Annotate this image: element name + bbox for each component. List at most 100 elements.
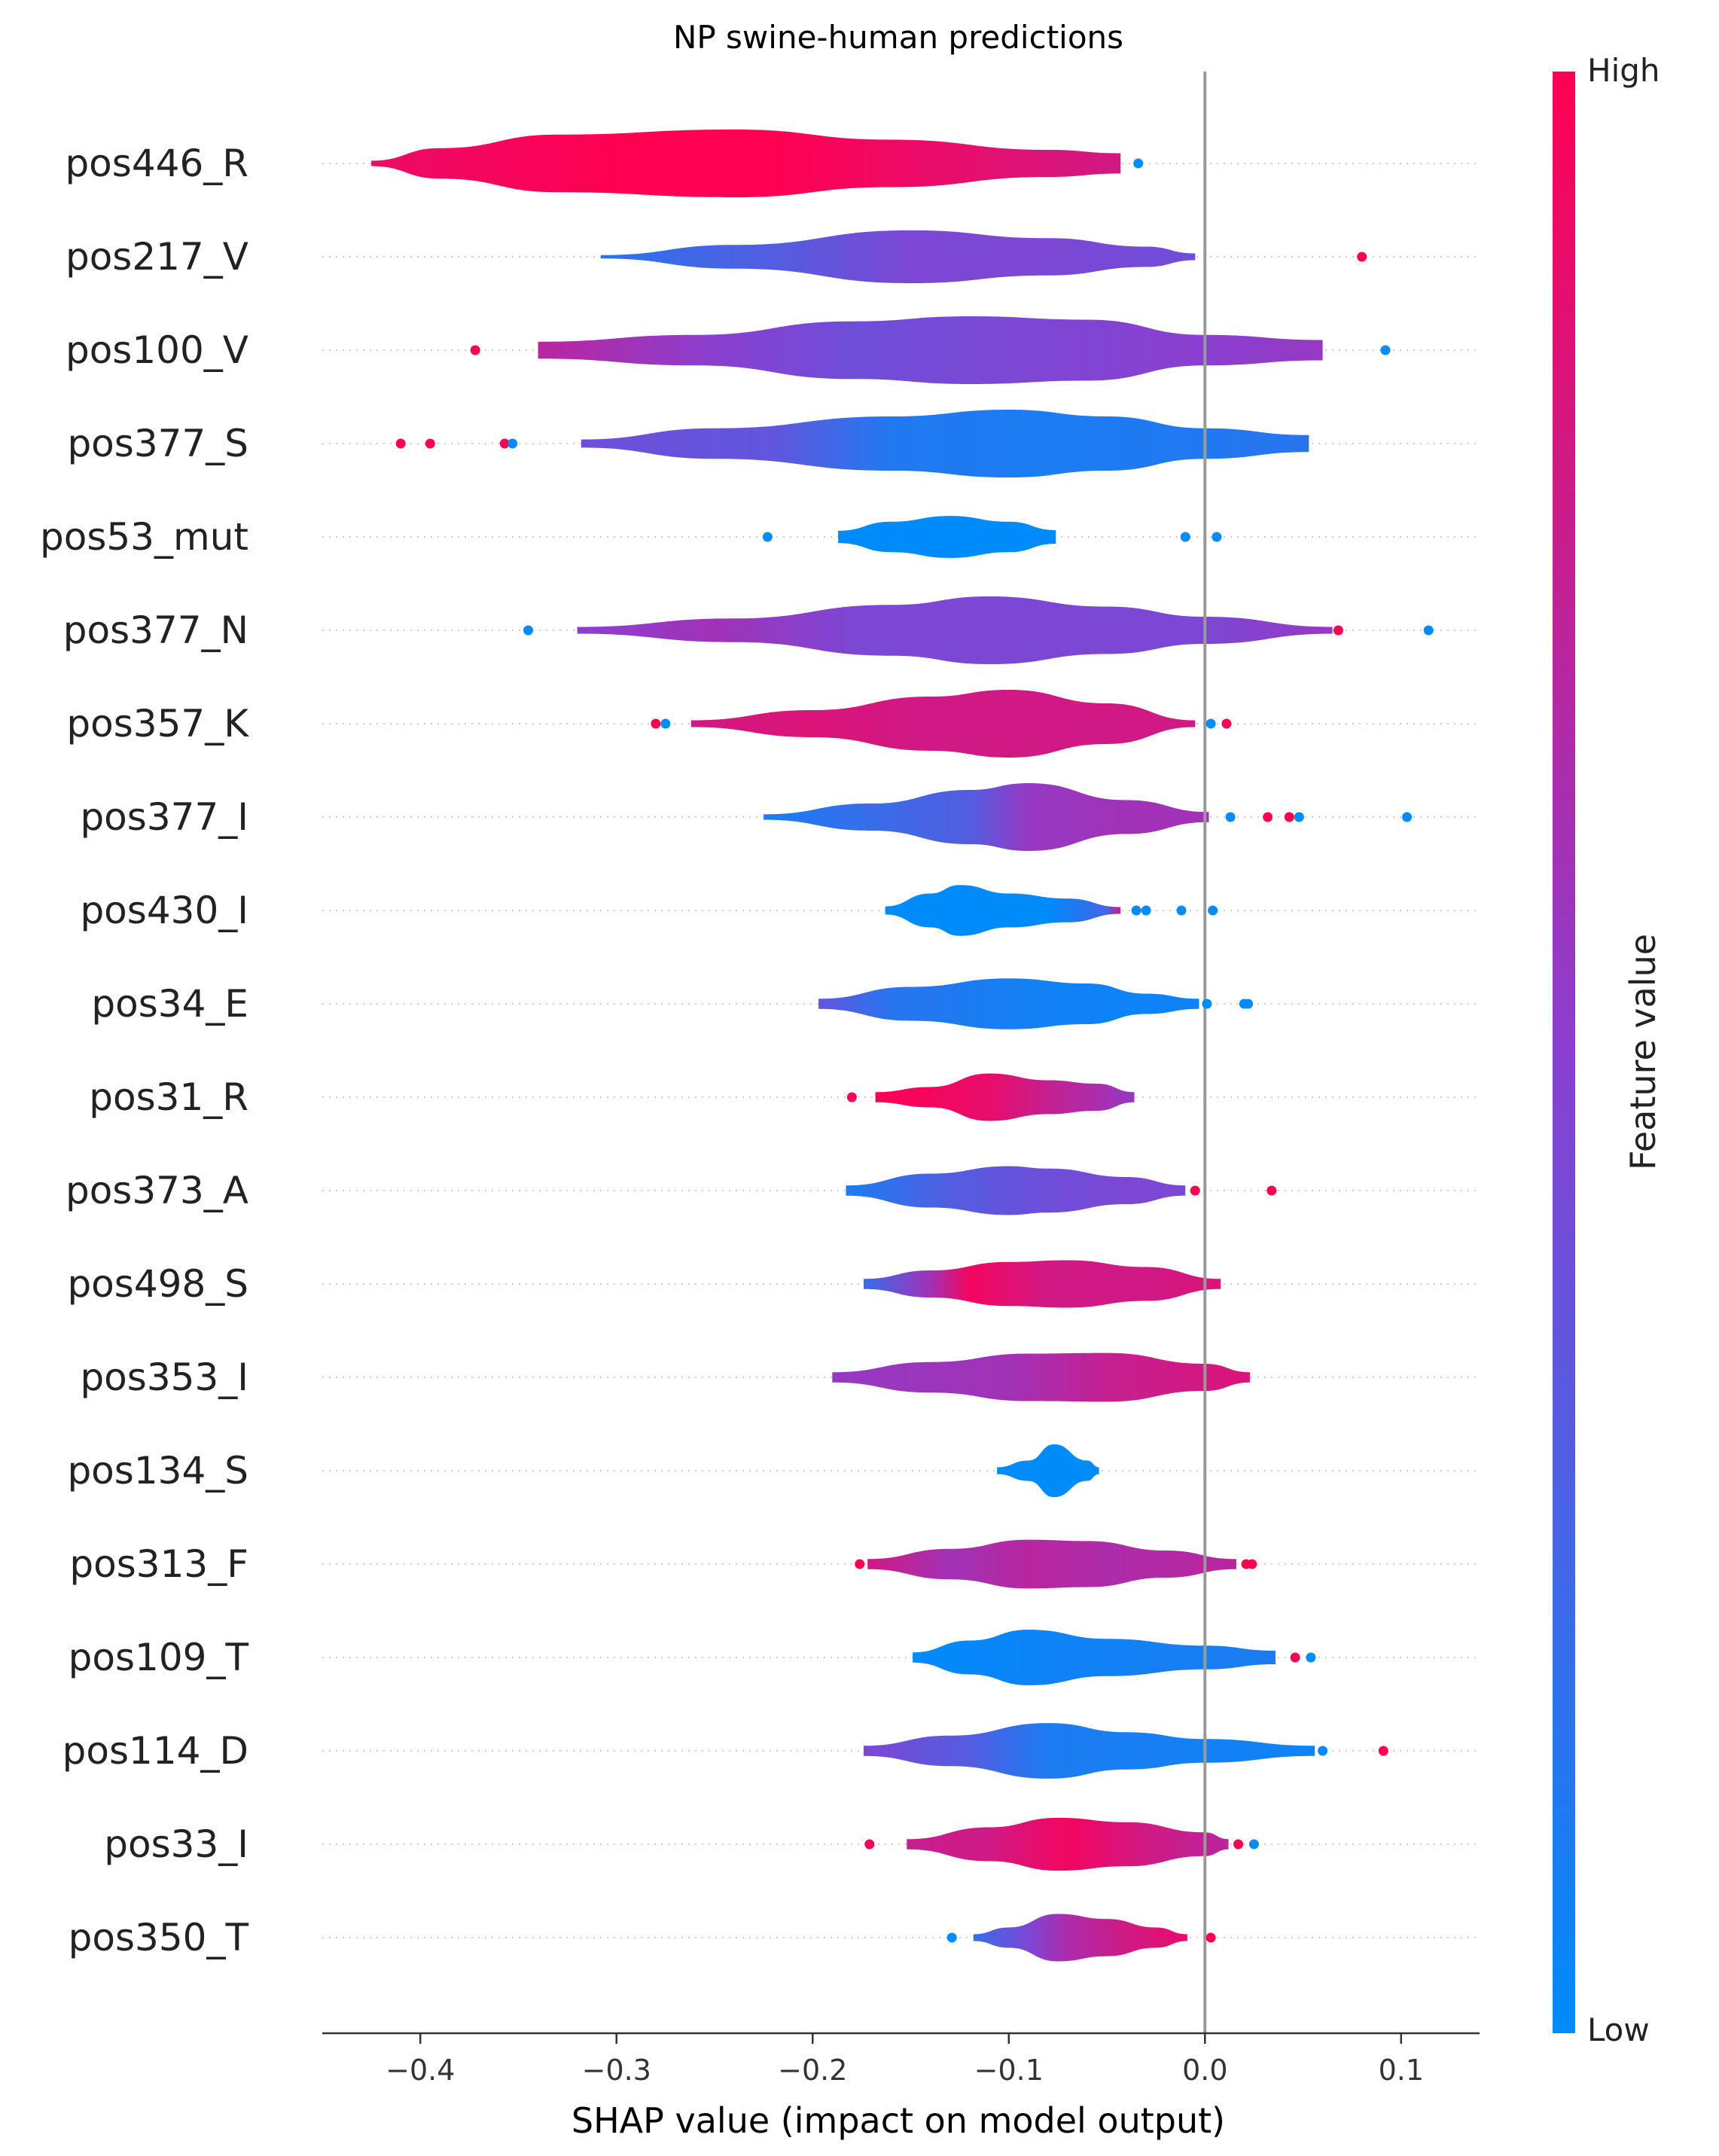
outlier-point-pos377-s-2 — [499, 438, 510, 449]
feature-label-pos353-i: pos353_I — [80, 1356, 248, 1399]
outlier-point-pos377-i-4 — [1402, 812, 1413, 822]
violin-pos377-i — [763, 783, 1209, 851]
violin-pos217-v — [600, 230, 1196, 284]
outlier-point-pos377-n-1 — [1333, 625, 1343, 636]
violin-pos134-s — [997, 1444, 1099, 1498]
colorbar-title: Feature value — [1623, 934, 1663, 1170]
feature-label-pos313-f: pos313_F — [69, 1542, 248, 1586]
violin-pos373-a — [846, 1166, 1186, 1215]
outlier-point-pos377-i-3 — [1294, 812, 1304, 822]
feature-label-pos53-mut: pos53_mut — [40, 515, 248, 559]
feature-label-pos357-k: pos357_K — [66, 702, 249, 746]
feature-label-pos109-t: pos109_T — [69, 1636, 249, 1679]
outlier-point-pos377-i-1 — [1263, 812, 1273, 822]
colorbar-high-label: High — [1587, 52, 1660, 89]
outlier-point-pos377-s-0 — [395, 438, 406, 449]
outlier-point-pos357-k-1 — [660, 718, 671, 729]
x-ticks: −0.4 −0.3 −0.2 −0.1 0.0 0.1 — [386, 2033, 1424, 2087]
outlier-point-pos377-n-2 — [1423, 625, 1434, 636]
outlier-point-pos377-n-0 — [523, 625, 534, 636]
outlier-point-pos373-a-0 — [1190, 1185, 1200, 1196]
violin-pos377-n — [577, 596, 1333, 664]
violin-pos350-t — [973, 1914, 1187, 1962]
violin-pos33-i — [907, 1817, 1229, 1871]
violin-pos34-e — [818, 978, 1199, 1029]
outlier-points — [395, 158, 1434, 1943]
outlier-point-pos217-v-0 — [1357, 252, 1367, 262]
violin-pos430-i — [885, 885, 1121, 936]
x-tick-label-3: −0.1 — [974, 2054, 1044, 2087]
colorbar-low-label: Low — [1587, 2011, 1650, 2048]
violin-pos446-r — [371, 130, 1121, 197]
outlier-point-pos109-t-1 — [1306, 1652, 1316, 1663]
feature-label-pos34-e: pos34_E — [91, 982, 248, 1026]
x-tick-label-1: −0.3 — [582, 2054, 651, 2087]
outlier-point-pos114-d-0 — [1318, 1746, 1328, 1756]
outlier-point-pos31-r-0 — [846, 1092, 857, 1102]
violin-pos114-d — [864, 1723, 1315, 1779]
outlier-point-pos377-s-3 — [507, 438, 518, 449]
outlier-point-pos34-e-0 — [1202, 999, 1212, 1009]
outlier-point-pos100-v-0 — [470, 345, 480, 355]
outlier-point-pos33-i-2 — [1248, 1839, 1259, 1850]
violin-pos31-r — [875, 1073, 1135, 1121]
colorbar: High Low Feature value — [1553, 52, 1663, 2048]
outlier-point-pos34-e-2 — [1243, 999, 1254, 1009]
feature-label-pos373-a: pos373_A — [66, 1169, 248, 1212]
outlier-point-pos53-mut-2 — [1212, 532, 1222, 542]
outlier-point-pos33-i-1 — [1233, 1839, 1244, 1850]
feature-label-pos430-i: pos430_I — [80, 889, 248, 932]
outlier-point-pos100-v-1 — [1380, 345, 1391, 355]
x-tick-label-0: −0.4 — [386, 2054, 455, 2087]
violin-pos53-mut — [838, 516, 1056, 558]
outlier-point-pos109-t-0 — [1290, 1652, 1300, 1663]
violin-pos357-k — [690, 690, 1196, 758]
outlier-point-pos430-i-3 — [1208, 905, 1218, 916]
colorbar-gradient — [1553, 72, 1575, 2033]
feature-label-pos31-r: pos31_R — [89, 1075, 248, 1119]
outlier-point-pos377-s-1 — [425, 438, 435, 449]
outlier-point-pos53-mut-1 — [1180, 532, 1190, 542]
outlier-point-pos350-t-1 — [1205, 1932, 1216, 1943]
feature-label-pos217-v: pos217_V — [66, 235, 248, 279]
outlier-point-pos446-r-0 — [1133, 158, 1144, 169]
outlier-point-pos53-mut-0 — [762, 532, 773, 542]
outlier-point-pos313-f-0 — [855, 1559, 865, 1569]
outlier-point-pos377-i-0 — [1225, 812, 1236, 822]
outlier-point-pos430-i-1 — [1141, 905, 1151, 916]
feature-label-pos446-r: pos446_R — [65, 142, 248, 185]
feature-label-pos114-d: pos114_D — [62, 1729, 248, 1773]
violin-pos109-t — [913, 1630, 1276, 1685]
outlier-point-pos357-k-2 — [1205, 718, 1216, 729]
feature-label-pos134-s: pos134_S — [67, 1449, 248, 1493]
violin-pos498-s — [864, 1260, 1221, 1308]
outlier-point-pos313-f-2 — [1247, 1559, 1257, 1569]
feature-label-pos350-t: pos350_T — [69, 1916, 249, 1959]
violin-pos377-s — [581, 410, 1309, 477]
violins — [371, 130, 1333, 1962]
feature-label-pos377-s: pos377_S — [67, 422, 248, 465]
outlier-point-pos357-k-0 — [651, 718, 661, 729]
outlier-point-pos350-t-0 — [946, 1932, 957, 1943]
feature-label-pos377-n: pos377_N — [63, 608, 248, 652]
x-tick-label-2: −0.2 — [778, 2054, 847, 2087]
violin-pos313-f — [867, 1539, 1236, 1589]
x-axis: −0.4 −0.3 −0.2 −0.1 0.0 0.1 — [322, 2032, 1480, 2087]
outlier-point-pos33-i-0 — [864, 1839, 875, 1850]
outlier-point-pos377-i-2 — [1284, 812, 1294, 822]
feature-label-pos33-i: pos33_I — [104, 1822, 248, 1866]
outlier-point-pos114-d-1 — [1378, 1746, 1388, 1756]
feature-label-pos377-i: pos377_I — [80, 795, 248, 839]
feature-labels: pos446_R pos217_V pos100_V pos377_S pos53_mu… — [40, 142, 249, 1959]
violin-pos100-v — [538, 316, 1323, 384]
outlier-point-pos373-a-1 — [1266, 1185, 1277, 1196]
violin-pos353-i — [832, 1352, 1251, 1402]
feature-label-pos498-s: pos498_S — [67, 1262, 248, 1306]
outlier-point-pos357-k-3 — [1221, 718, 1232, 729]
outlier-point-pos430-i-0 — [1131, 905, 1141, 916]
x-tick-label-4: 0.0 — [1182, 2054, 1227, 2087]
x-axis-label: SHAP value (impact on model output) — [571, 2100, 1225, 2141]
chart-title: NP swine-human predictions — [673, 19, 1123, 56]
feature-label-pos100-v: pos100_V — [66, 328, 248, 372]
